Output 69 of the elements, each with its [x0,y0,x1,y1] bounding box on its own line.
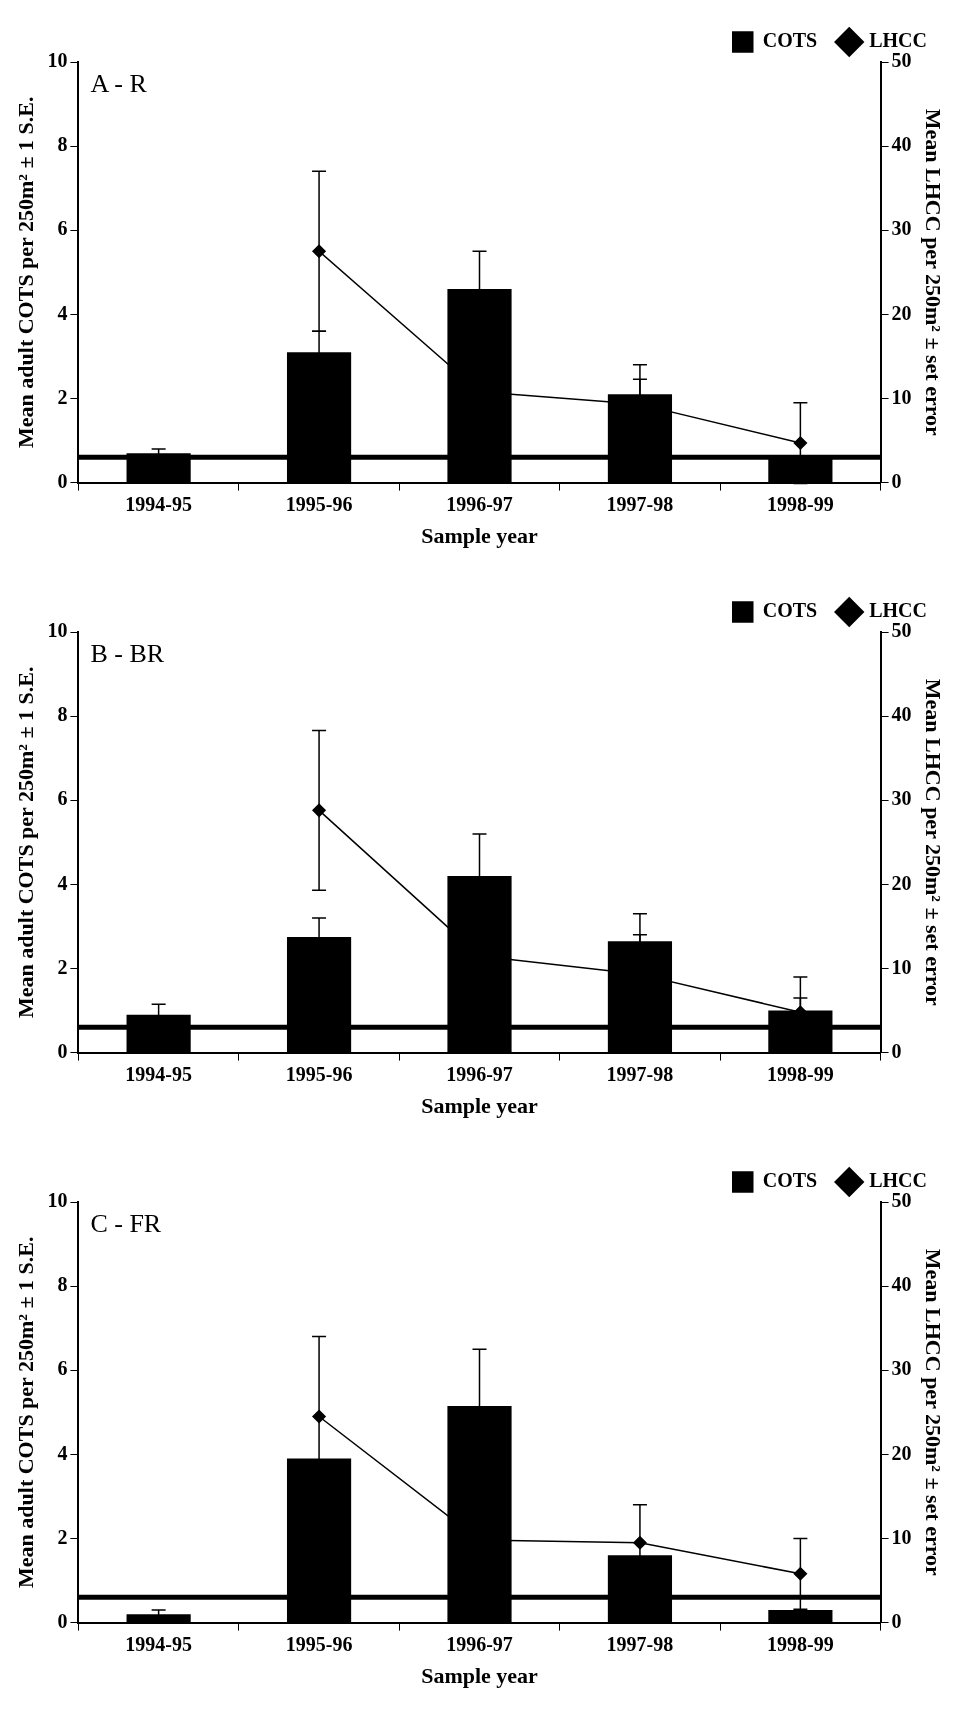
x-tick-label: 1994-95 [125,492,192,515]
y2-axis-title: Mean LHCC per 250m² ± set error [921,108,947,437]
y2-tick-label: 30 [891,787,912,810]
y2-tick-label: 0 [891,469,902,492]
y-tick-label: 0 [57,1609,68,1632]
y2-tick-label: 20 [891,301,912,324]
chart-title: C - FR [90,1208,162,1238]
y2-tick-label: 20 [891,1441,912,1464]
x-tick-label: 1997-98 [606,492,674,515]
x-tick-label: 1996-97 [446,492,513,515]
y2-tick-label: 30 [891,1357,912,1380]
y2-tick-label: 30 [891,217,912,240]
x-tick-label: 1998-99 [767,1632,834,1655]
y2-tick-label: 0 [891,1039,902,1062]
legend-label: LHCC [869,1169,928,1192]
y-tick-label: 0 [57,1039,68,1062]
x-tick-label: 1997-98 [606,1062,674,1085]
y-tick-label: 10 [47,49,68,72]
y-axis-title: Mean adult COTS per 250m² ± 1 S.E. [12,1236,38,1588]
x-tick-label: 1994-95 [125,1632,192,1655]
y-axis-title: Mean adult COTS per 250m² ± 1 S.E. [12,666,38,1018]
x-tick-label: 1995-96 [285,1062,353,1085]
y-tick-label: 4 [57,301,68,324]
y2-tick-label: 0 [891,1609,902,1632]
x-tick-label: 1998-99 [767,492,834,515]
chart-title: A - R [90,68,148,98]
y-tick-label: 8 [57,1273,68,1296]
legend-label: COTS [762,599,818,622]
x-tick-label: 1994-95 [125,1062,192,1085]
x-tick-label: 1996-97 [446,1632,513,1655]
y2-tick-label: 40 [891,1273,912,1296]
y-tick-label: 4 [57,871,68,894]
y-tick-label: 6 [57,787,68,810]
y2-tick-label: 40 [891,133,912,156]
y-tick-label: 8 [57,133,68,156]
y2-axis-title: Mean LHCC per 250m² ± set error [921,1248,947,1577]
y-tick-label: 0 [57,469,68,492]
y-axis-title: Mean adult COTS per 250m² ± 1 S.E. [12,96,38,448]
x-tick-label: 1997-98 [606,1632,674,1655]
chart-title: B - BR [90,638,165,668]
y2-tick-label: 10 [891,955,912,978]
y2-tick-label: 50 [891,49,912,72]
legend-label: COTS [762,29,818,52]
y2-tick-label: 50 [891,1189,912,1212]
y2-tick-label: 10 [891,1525,912,1548]
y-tick-label: 8 [57,703,68,726]
y2-tick-label: 20 [891,871,912,894]
y2-tick-label: 40 [891,703,912,726]
x-axis-title: Sample year [421,1093,539,1119]
legend-label: LHCC [869,29,928,52]
y-tick-label: 10 [47,1189,68,1212]
y2-tick-label: 10 [891,385,912,408]
y-tick-label: 2 [57,1525,68,1548]
x-tick-label: 1995-96 [285,1632,353,1655]
x-tick-label: 1995-96 [285,492,353,515]
x-tick-label: 1998-99 [767,1062,834,1085]
x-axis-title: Sample year [421,523,539,549]
y-tick-label: 4 [57,1441,68,1464]
legend-label: COTS [762,1169,818,1192]
x-axis-title: Sample year [421,1663,539,1689]
y-tick-label: 6 [57,217,68,240]
y-tick-label: 6 [57,1357,68,1380]
legend-label: LHCC [869,599,928,622]
y2-tick-label: 50 [891,619,912,642]
y-tick-label: 2 [57,955,68,978]
x-tick-label: 1996-97 [446,1062,513,1085]
y2-axis-title: Mean LHCC per 250m² ± set error [921,678,947,1007]
y-tick-label: 10 [47,619,68,642]
y-tick-label: 2 [57,385,68,408]
